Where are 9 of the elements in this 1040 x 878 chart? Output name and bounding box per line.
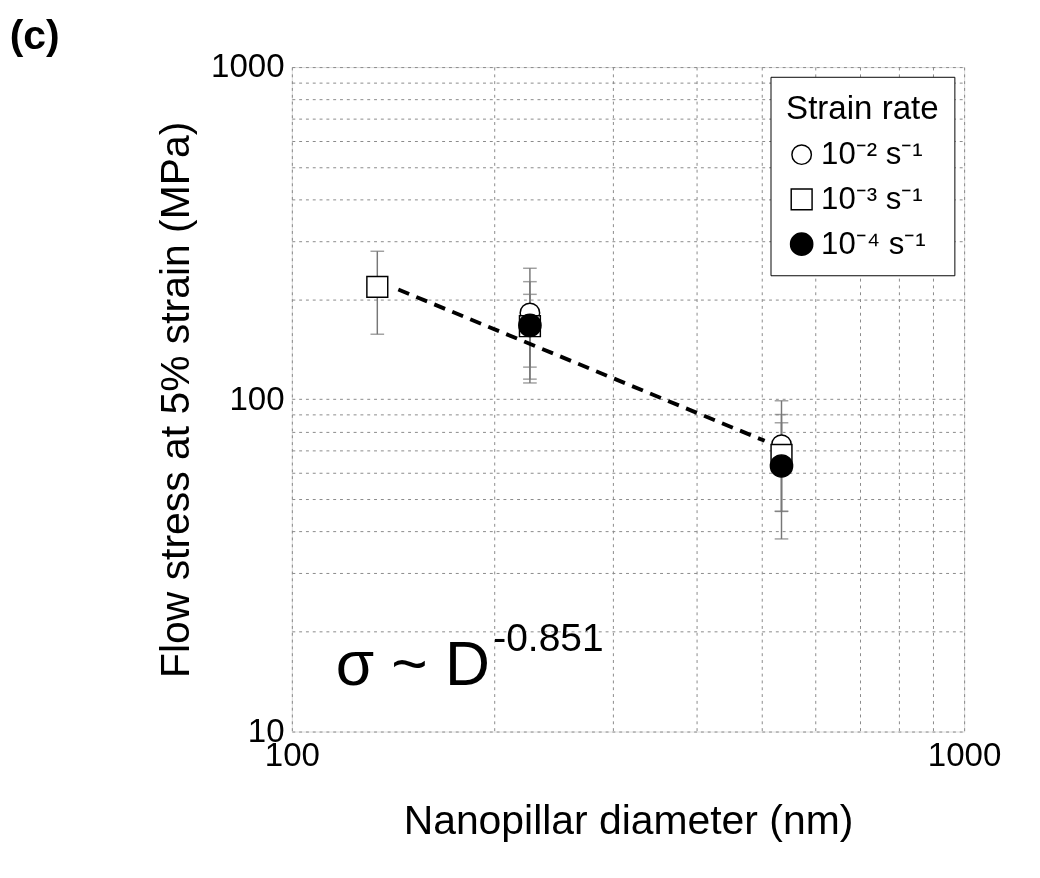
y-tick-label: 100 bbox=[229, 379, 285, 417]
x-axis-title: Nanopillar diameter (nm) bbox=[403, 797, 854, 844]
text: (c) bbox=[9, 11, 60, 58]
legend-label: 10⁻⁴ s⁻¹ bbox=[821, 225, 926, 261]
legend-label: 10⁻³ s⁻¹ bbox=[821, 181, 923, 217]
legend-label: 10⁻² s⁻¹ bbox=[821, 136, 923, 172]
y-tick-label: 1000 bbox=[211, 47, 285, 85]
y-axis-title: Flow stress at 5% strain (MPa) bbox=[151, 121, 198, 678]
legend-title: Strain rate bbox=[786, 88, 939, 126]
